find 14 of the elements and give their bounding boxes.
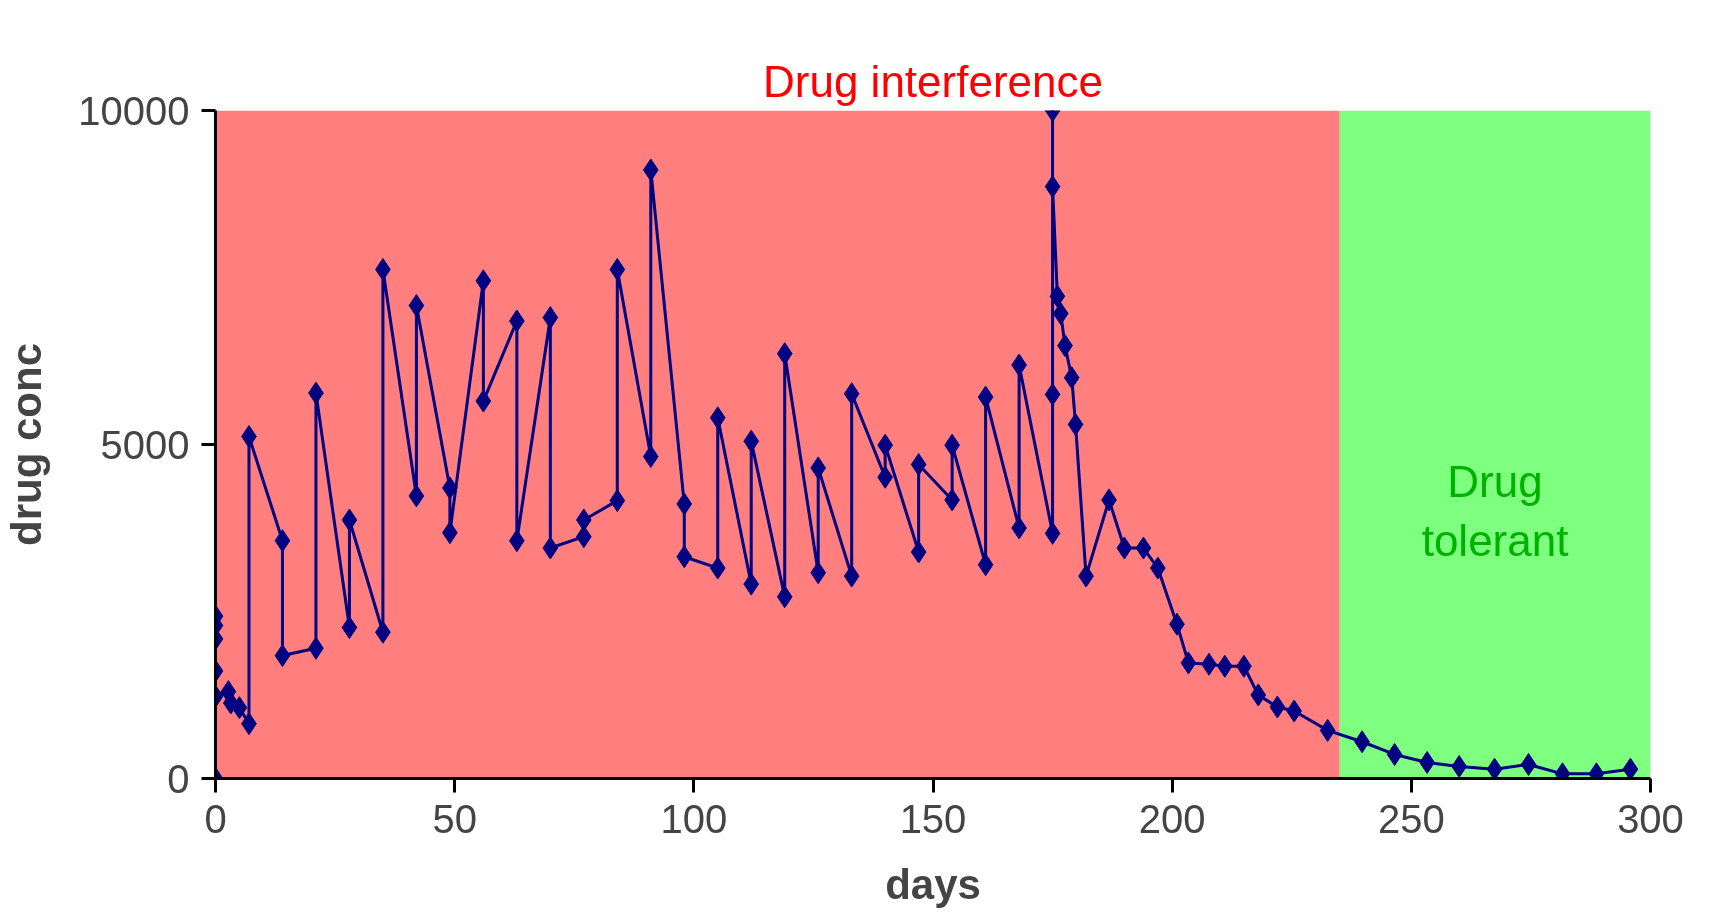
x-tick-label: 200 [1138,796,1206,841]
band-label: Drug tolerant [1421,457,1569,566]
band-label: Drug interference [763,56,1103,106]
x-tick-label: 300 [1617,796,1684,841]
x-tick-label: 250 [1377,796,1445,841]
y-tick-label: 5000 [100,422,190,467]
x-axis-title: days [885,860,981,908]
x-tick-label: 0 [204,796,227,841]
y-axis-title: drug conc [3,342,51,546]
x-tick-label: 150 [899,796,967,841]
y-tick-label: 10000 [78,88,190,133]
y-tick-label: 0 [167,756,190,801]
x-tick-label: 100 [660,796,728,841]
x-tick-label: 50 [432,796,477,841]
